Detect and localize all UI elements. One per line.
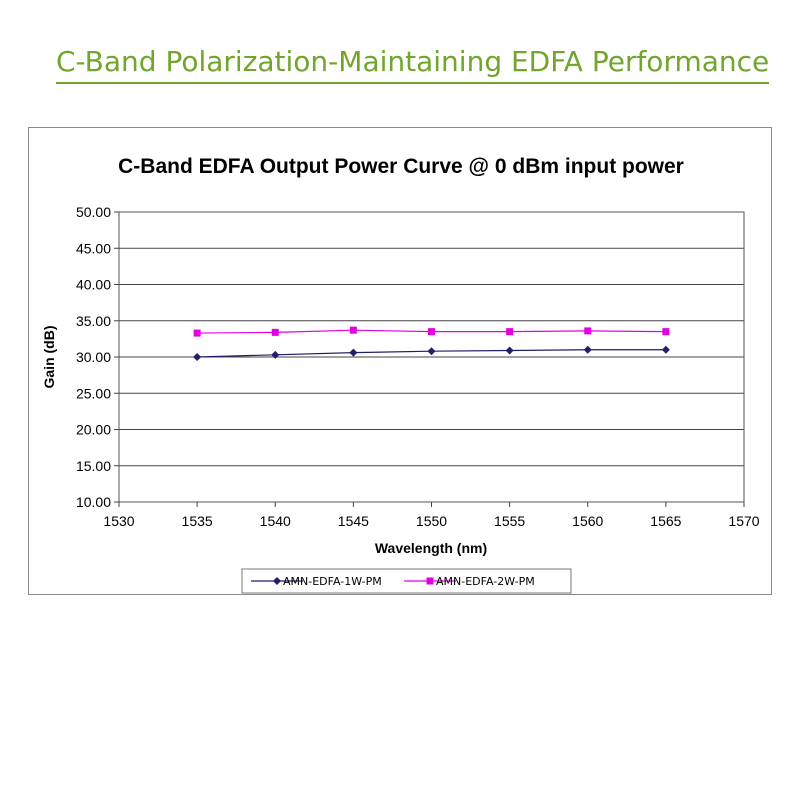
- y-tick-label: 30.00: [76, 349, 111, 365]
- data-point: [505, 346, 514, 355]
- data-point: [506, 328, 514, 336]
- x-tick-label: 1570: [728, 513, 759, 529]
- legend-label: AMN-EDFA-1W-PM: [283, 575, 382, 588]
- y-tick-label: 35.00: [76, 313, 111, 329]
- y-tick-label: 20.00: [76, 422, 111, 438]
- page-heading: C-Band Polarization-Maintaining EDFA Per…: [56, 44, 770, 84]
- x-tick-label: 1555: [494, 513, 525, 529]
- y-tick-label: 15.00: [76, 458, 111, 474]
- x-tick-label: 1535: [182, 513, 213, 529]
- data-point: [193, 329, 201, 337]
- y-tick-label: 40.00: [76, 277, 111, 293]
- legend: AMN-EDFA-1W-PM AMN-EDFA-2W-PM: [241, 568, 572, 594]
- x-tick-label: 1545: [338, 513, 369, 529]
- y-tick-label: 50.00: [76, 204, 111, 220]
- data-point: [584, 327, 592, 335]
- legend-marker: [273, 577, 281, 585]
- x-axis-label: Wavelength (nm): [375, 540, 487, 556]
- x-tick-label: 1540: [260, 513, 291, 529]
- data-point: [661, 345, 670, 354]
- data-point: [427, 347, 436, 356]
- data-point: [271, 350, 280, 359]
- y-tick-label: 45.00: [76, 240, 111, 256]
- chart-title: C-Band EDFA Output Power Curve @ 0 dBm i…: [118, 155, 684, 178]
- y-tick-label: 25.00: [76, 385, 111, 401]
- x-tick-label: 1550: [416, 513, 447, 529]
- data-point: [193, 353, 202, 361]
- data-point: [428, 328, 435, 336]
- edfa-output-power-chart: C-Band EDFA Output Power Curve @ 0 dBm i…: [41, 155, 760, 594]
- x-tick-label: 1530: [103, 513, 134, 529]
- x-tick-label: 1560: [572, 513, 603, 529]
- data-point: [662, 328, 670, 336]
- y-tick-label: 10.00: [76, 494, 111, 510]
- x-axis-ticks: 1530 1535 1540 1545 1550 1555 1560 1565 1570: [103, 502, 760, 529]
- data-point: [349, 348, 358, 357]
- data-point: [583, 345, 592, 354]
- data-point: [271, 328, 279, 336]
- legend-marker: [426, 577, 434, 585]
- data-point: [349, 326, 357, 334]
- y-axis-ticks: 10.00 15.00 20.00 25.00 30.00 35.00 40.00 45.00…: [76, 204, 119, 510]
- grid-layer: [119, 247, 744, 467]
- legend-label: AMN-EDFA-2W-PM: [436, 575, 535, 588]
- series-layer: [193, 326, 670, 361]
- x-tick-label: 1565: [650, 513, 681, 529]
- chart-frame: C-Band EDFA Output Power Curve @ 0 dBm i…: [28, 127, 772, 595]
- y-axis-label: Gain (dB): [41, 326, 57, 389]
